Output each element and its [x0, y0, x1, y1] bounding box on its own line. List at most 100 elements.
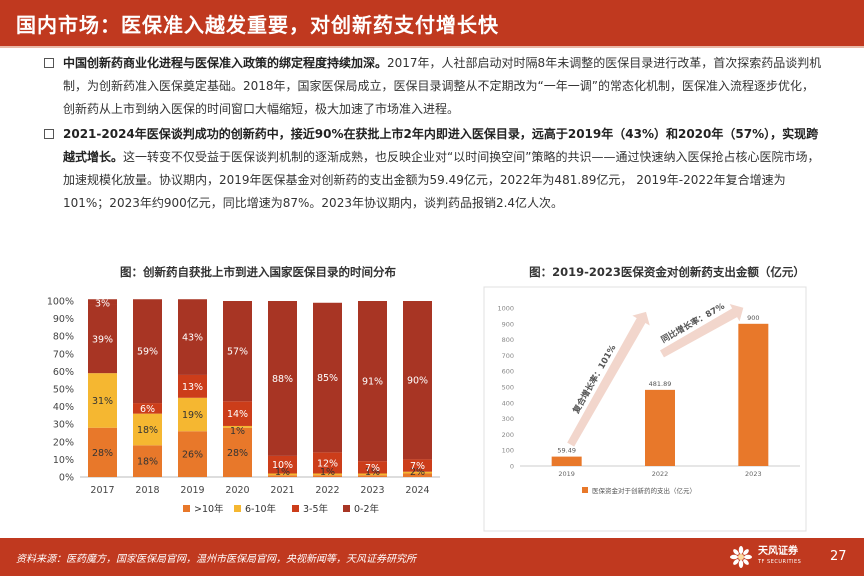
data-label: 900	[747, 314, 759, 322]
data-label: 1%	[275, 467, 290, 478]
legend-swatch	[183, 505, 190, 512]
y-tick-label: 100%	[47, 297, 74, 308]
data-label: 28%	[92, 448, 113, 459]
legend-label: >10年	[194, 503, 224, 515]
brand-subtitle: TF SECURITIES	[758, 559, 802, 565]
y-tick-label: 500	[502, 384, 514, 392]
data-label: 91%	[362, 377, 383, 388]
bar-segment	[133, 413, 162, 446]
bullet-list: 中国创新药商业化进程与医保准入政策的绑定程度持续加深。2017年，人社部启动对时…	[44, 52, 824, 217]
y-tick-label: 30%	[53, 420, 74, 431]
brand-logo-icon	[730, 546, 752, 568]
x-tick-label: 2017	[90, 485, 114, 496]
bullet-square-icon	[44, 58, 54, 68]
growth-arrow	[567, 311, 650, 447]
x-tick-label: 2019	[180, 485, 204, 496]
data-label: 18%	[137, 425, 158, 436]
bar	[645, 389, 675, 466]
bar-segment	[223, 301, 252, 402]
data-label: 26%	[182, 450, 203, 461]
growth-label: 复合增长率：101%	[570, 342, 618, 416]
data-label: 14%	[227, 409, 248, 420]
bar-segment	[268, 473, 297, 476]
bullet-body-text: 2017年，人社部启动对时隔8年未调整的医保目录进行改革，首次探索药品谈判机制，…	[63, 56, 822, 116]
data-label: 39%	[92, 334, 113, 345]
y-tick-label: 600	[502, 368, 514, 376]
data-label: 10%	[272, 460, 293, 471]
bar-segment	[358, 301, 387, 462]
x-tick-label: 2018	[135, 485, 159, 496]
y-tick-label: 80%	[53, 332, 74, 343]
footer-bar: 资料来源：医药魔方，国家医保局官网，温州市医保局官网，央视新闻等，天风证券研究所…	[0, 538, 864, 576]
bar-segment	[313, 452, 342, 474]
bar-segment	[403, 471, 432, 474]
data-label: 28%	[227, 448, 248, 459]
y-tick-label: 90%	[53, 314, 74, 325]
bar-segment	[313, 473, 342, 476]
brand-name: 天风证券	[758, 546, 798, 557]
page-number: 27	[830, 549, 847, 564]
bar-segment	[403, 459, 432, 472]
bar-segment	[88, 373, 117, 428]
data-label: 31%	[92, 396, 113, 407]
bar-segment	[178, 431, 207, 477]
y-tick-label: 40%	[53, 402, 74, 413]
y-tick-label: 800	[502, 336, 514, 344]
bar-segment	[313, 475, 342, 477]
data-label: 7%	[365, 463, 380, 474]
data-label: 13%	[182, 382, 203, 393]
bullet-item: 中国创新药商业化进程与医保准入政策的绑定程度持续加深。2017年，人社部启动对时…	[44, 52, 824, 121]
y-tick-label: 1000	[497, 305, 514, 313]
data-label: 2%	[410, 467, 425, 478]
data-label: 12%	[317, 458, 338, 469]
y-tick-label: 0	[510, 463, 514, 471]
title-underline	[0, 46, 864, 48]
data-label: 88%	[272, 374, 293, 385]
bar-segment	[358, 475, 387, 477]
bar-segment	[268, 455, 297, 474]
x-tick-label: 2024	[405, 485, 429, 496]
bar-segment	[268, 301, 297, 456]
data-label: 57%	[227, 347, 248, 358]
data-label: 7%	[410, 461, 425, 472]
legend-label: 3-5年	[303, 503, 329, 515]
bullet-body-text: 这一转变不仅受益于医保谈判机制的逐渐成熟，也反映企业对“以时间换空间”策略的共识…	[63, 150, 820, 210]
y-tick-label: 60%	[53, 367, 74, 378]
data-label: 6%	[140, 404, 155, 415]
y-tick-label: 100	[502, 447, 514, 455]
y-tick-label: 700	[502, 352, 514, 360]
legend-label: 0-2年	[354, 503, 380, 515]
source-note: 资料来源：医药魔方，国家医保局官网，温州市医保局官网，央视新闻等，天风证券研究所	[16, 554, 416, 565]
bar-segment	[403, 473, 432, 477]
x-tick-label: 2019	[558, 470, 575, 478]
data-label: 90%	[407, 376, 428, 387]
legend-label: 6-10年	[245, 503, 277, 515]
legend-swatch	[582, 487, 588, 493]
x-tick-label: 2022	[315, 485, 339, 496]
bullet-square-icon	[44, 129, 54, 139]
growth-annotation: 同比增长率：87%	[659, 301, 744, 358]
right-chart-title: 图：2019-2023医保资金对创新药支出金额（亿元）	[529, 265, 805, 279]
page-title: 国内市场：医保准入越发重要，对创新药支付增长快	[16, 13, 499, 37]
data-label: 85%	[317, 373, 338, 384]
left-chart-title: 图：创新药自获批上市到进入国家医保目录的时间分布	[120, 265, 396, 279]
bar-segment	[313, 302, 342, 453]
bar-segment	[133, 403, 162, 414]
bar-segment	[223, 427, 252, 477]
growth-label: 同比增长率：87%	[659, 301, 727, 346]
data-label: 59%	[137, 347, 158, 358]
legend-swatch	[343, 505, 350, 512]
bar-segment	[88, 299, 117, 305]
y-tick-label: 300	[502, 415, 514, 423]
bar-segment	[178, 374, 207, 398]
chart-frame	[483, 286, 807, 532]
data-label: 3%	[95, 299, 110, 310]
bar-segment	[178, 299, 207, 375]
data-label: 481.89	[649, 380, 672, 388]
y-tick-label: 200	[502, 431, 514, 439]
title-bar: 国内市场：医保准入越发重要，对创新药支付增长快	[0, 0, 864, 46]
x-tick-label: 2023	[745, 470, 762, 478]
x-tick-label: 2021	[270, 485, 294, 496]
growth-annotation: 复合增长率：101%	[567, 311, 650, 447]
bar-segment	[88, 304, 117, 374]
